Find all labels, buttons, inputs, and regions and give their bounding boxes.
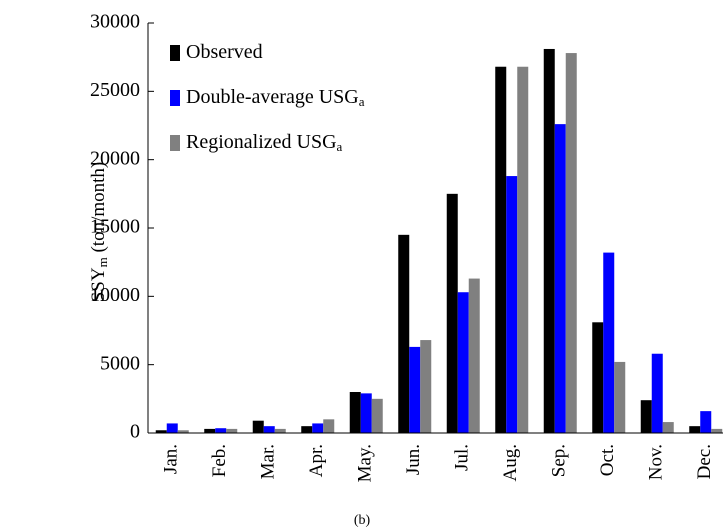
legend-name: Regionalized USG xyxy=(186,131,337,153)
legend-swatch xyxy=(170,90,180,106)
x-tick-label: Aug. xyxy=(500,444,521,481)
y-label-sub: m xyxy=(95,257,110,267)
bar xyxy=(371,398,383,433)
legend-name: Double-average USG xyxy=(186,86,359,108)
y-tick-label: 10000 xyxy=(90,284,140,306)
bar xyxy=(226,428,238,433)
bar xyxy=(517,66,529,433)
bar xyxy=(506,176,518,434)
legend-sub: a xyxy=(359,94,365,109)
bar xyxy=(177,430,189,433)
bar xyxy=(689,426,701,433)
bar xyxy=(651,353,663,433)
bar xyxy=(700,411,712,433)
bar xyxy=(592,322,604,433)
bar xyxy=(301,426,313,433)
y-tick-label: 20000 xyxy=(90,147,140,169)
bar xyxy=(274,428,286,433)
x-tick-label: Oct. xyxy=(597,444,618,476)
bar xyxy=(155,430,167,433)
y-tick-label: 5000 xyxy=(100,352,140,374)
bar xyxy=(360,393,372,433)
legend-label: Double-average USGa xyxy=(186,86,365,109)
bar xyxy=(215,428,227,433)
bar xyxy=(603,252,615,433)
y-tick-label: 0 xyxy=(130,421,140,443)
bar xyxy=(204,428,216,433)
x-tick-label: May. xyxy=(355,444,376,482)
bar xyxy=(662,422,674,433)
x-tick-label: Sep. xyxy=(549,444,570,477)
bar xyxy=(495,66,507,433)
x-tick-label: Dec. xyxy=(694,444,715,479)
bar xyxy=(420,340,432,433)
bar xyxy=(398,234,410,433)
bar xyxy=(312,423,324,433)
x-tick-label: Apr. xyxy=(306,444,327,477)
bar xyxy=(640,400,652,433)
x-tick-label: Feb. xyxy=(209,444,230,477)
x-tick-label: Jun. xyxy=(403,444,424,475)
legend-label: Observed xyxy=(186,41,263,63)
x-tick-label: Nov. xyxy=(646,444,667,480)
legend-swatch xyxy=(170,135,180,151)
y-axis-label: SSYm (ton/month) xyxy=(88,162,110,303)
legend-sub: a xyxy=(337,139,343,154)
bar xyxy=(252,420,264,433)
y-tick-label: 30000 xyxy=(90,11,140,33)
bar xyxy=(468,278,480,433)
legend-name: Observed xyxy=(186,41,263,63)
y-tick-label: 25000 xyxy=(90,79,140,101)
y-label-main: SSY xyxy=(88,267,109,302)
bar xyxy=(166,423,178,433)
bar xyxy=(263,426,275,433)
legend-swatch xyxy=(170,45,180,61)
bar xyxy=(614,361,626,433)
bar xyxy=(565,53,577,434)
legend-label: Regionalized USGa xyxy=(186,131,343,154)
y-tick-label: 15000 xyxy=(90,216,140,238)
x-tick-label: Jan. xyxy=(161,444,182,474)
bar xyxy=(457,292,469,433)
bar xyxy=(554,124,566,433)
bar xyxy=(711,428,723,433)
bar xyxy=(446,193,458,433)
caption: (b) xyxy=(354,513,371,528)
x-tick-label: Mar. xyxy=(258,444,279,479)
bar xyxy=(543,48,555,433)
y-label-rest: (ton/month) xyxy=(88,162,109,258)
x-tick-label: Jul. xyxy=(452,444,473,471)
bar xyxy=(409,346,421,433)
bar xyxy=(349,392,361,433)
bar xyxy=(323,419,335,433)
